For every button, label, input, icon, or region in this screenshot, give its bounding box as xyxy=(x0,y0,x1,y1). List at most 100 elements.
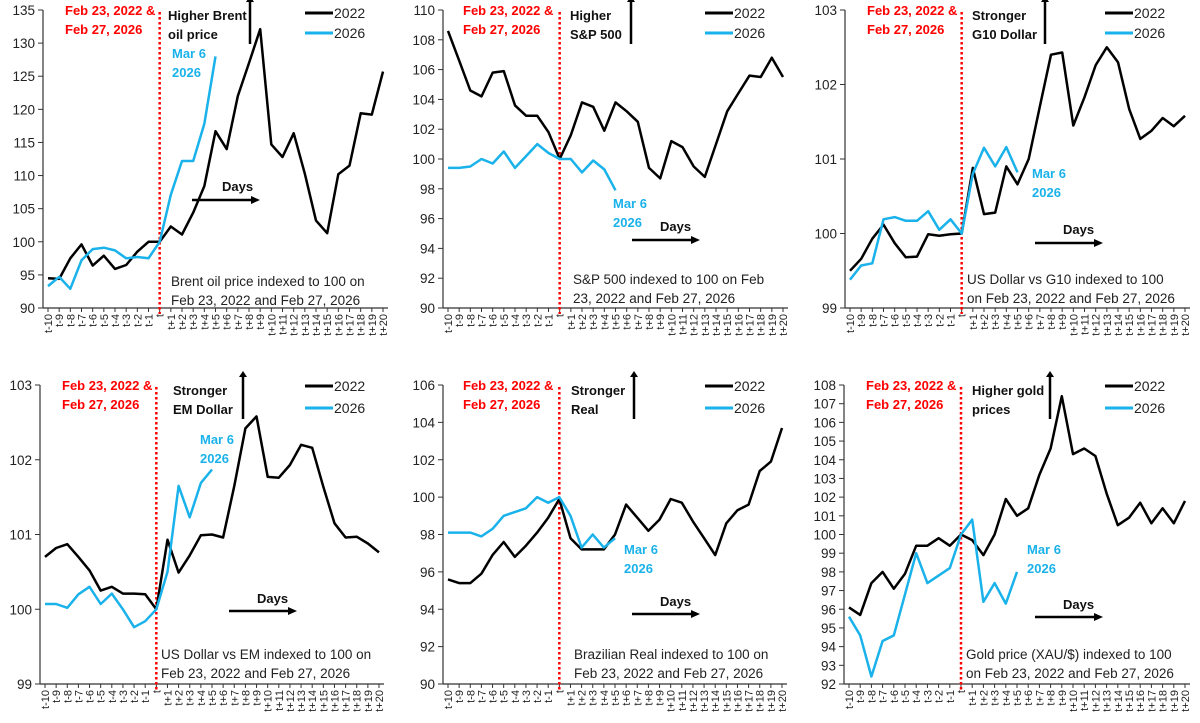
x-tick-label: t+12 xyxy=(688,690,700,712)
y-tick-label: 110 xyxy=(13,169,35,184)
y-tick-label: 100 xyxy=(813,528,836,543)
x-tick-label: t-3 xyxy=(923,314,935,327)
x-tick-label: t-2 xyxy=(532,690,544,703)
chart-note: US Dollar vs G10 indexed to 100 xyxy=(967,272,1164,287)
x-tick-label: t-10 xyxy=(443,690,455,709)
direction-label: Stronger xyxy=(571,383,625,398)
x-tick-label: t+16 xyxy=(1135,690,1147,712)
x-tick-label: t-10 xyxy=(443,314,455,333)
end-date-label: Mar 6 xyxy=(624,542,658,557)
x-tick-label: t-5 xyxy=(900,690,912,703)
x-tick-label: t-3 xyxy=(922,690,934,703)
chart-panel-1: 90 95 100 105 110 115 120 125 130 135 t-10 t-9 t-8 t-… xyxy=(0,0,400,361)
x-tick-label: t+11 xyxy=(677,690,689,711)
x-tick-label: t-4 xyxy=(110,314,122,327)
y-tick-label: 96 xyxy=(821,602,836,617)
end-date-label: Mar 6 xyxy=(613,196,647,211)
x-tick-label: t-10 xyxy=(43,314,55,333)
y-tick-label: 92 xyxy=(420,640,435,655)
x-tick-label: t-5 xyxy=(99,314,111,327)
y-tick-label: 108 xyxy=(412,33,435,48)
days-label: Days xyxy=(1063,222,1094,237)
event-date-label: Feb 27, 2026 xyxy=(463,22,540,37)
y-tick-label: 101 xyxy=(813,509,836,524)
direction-label: EM Dollar xyxy=(173,402,233,417)
x-tick-label: t+15 xyxy=(1124,690,1136,712)
chart-panel-4: 99 100 101 102 103 t-10 t-9 t-8 t-7 t-6 t-5 t-4 t-3 t… xyxy=(0,362,400,723)
x-tick-label: t-3 xyxy=(121,314,133,327)
x-tick-label: t+2 xyxy=(174,690,186,706)
direction-label: Higher Brent xyxy=(168,8,247,23)
days-label: Days xyxy=(257,591,288,606)
x-tick-label: t+5 xyxy=(610,690,622,706)
y-tick-label: 100 xyxy=(412,490,435,505)
event-date-label: Feb 23, 2022 & xyxy=(867,3,957,18)
x-tick-label: t-7 xyxy=(73,690,85,703)
y-tick-label: 95 xyxy=(20,268,35,283)
up-arrow-head-icon xyxy=(246,0,254,2)
end-date-label: Mar 6 xyxy=(1027,542,1061,557)
x-tick-label: t+1 xyxy=(967,690,979,706)
end-date-label: Mar 6 xyxy=(172,46,206,61)
legend-label: 2026 xyxy=(734,25,765,41)
legend-label: 2022 xyxy=(334,378,365,394)
x-tick-label: t+8 xyxy=(643,690,655,706)
y-tick-label: 97 xyxy=(821,584,836,599)
x-tick-label: t+15 xyxy=(1124,314,1136,336)
event-date-label: Feb 27, 2026 xyxy=(463,397,540,412)
y-tick-label: 98 xyxy=(420,182,435,197)
event-date-label: Feb 23, 2022 & xyxy=(463,3,553,18)
x-tick-label: t+14 xyxy=(311,314,323,336)
x-tick-label: t+19 xyxy=(363,690,375,712)
x-tick-label: t+8 xyxy=(244,314,256,330)
x-tick-label: t+4 xyxy=(1001,314,1013,330)
y-tick-label: 100 xyxy=(412,152,435,167)
chart-note: Feb 23, 2022 and Feb 27, 2026 xyxy=(161,666,350,681)
x-tick-label: t+7 xyxy=(633,314,645,330)
x-tick-label: t-4 xyxy=(107,690,119,703)
x-tick-label: t-3 xyxy=(521,314,533,327)
x-tick-label: t-2 xyxy=(132,314,144,327)
x-tick-label: t-4 xyxy=(911,690,923,703)
x-tick-label: t+6 xyxy=(621,690,633,706)
x-tick-label: t+19 xyxy=(367,314,379,336)
x-tick-label: t+5 xyxy=(211,314,223,330)
x-tick-label: t-6 xyxy=(88,314,100,327)
x-tick-label: t+2 xyxy=(978,690,990,706)
x-tick-label: t+7 xyxy=(1035,314,1047,330)
event-date-label: Feb 23, 2022 & xyxy=(866,378,956,393)
x-tick-label: t+2 xyxy=(177,314,189,330)
x-tick-label: t+18 xyxy=(356,314,368,336)
series-line-2026 xyxy=(448,495,616,549)
series-line-2026 xyxy=(448,142,617,191)
x-tick-label: t+1 xyxy=(565,690,577,706)
x-tick-label: t-5 xyxy=(96,690,108,703)
x-tick-label: t+16 xyxy=(329,690,341,712)
legend-label: 2022 xyxy=(1134,378,1165,394)
y-tick-label: 106 xyxy=(412,63,435,78)
x-tick-label: t+11 xyxy=(274,690,286,711)
x-tick-label: t-2 xyxy=(934,314,946,327)
x-tick-label: t+13 xyxy=(700,314,712,336)
x-tick-label: t+4 xyxy=(1001,690,1013,706)
x-tick-label: t+12 xyxy=(1091,314,1103,336)
y-tick-label: 98 xyxy=(420,528,435,543)
x-tick-label: t+9 xyxy=(252,690,264,706)
y-tick-label: 130 xyxy=(12,36,35,51)
x-tick-label: t-1 xyxy=(543,690,555,703)
x-tick-label: t+18 xyxy=(352,690,364,712)
x-tick-label: t+2 xyxy=(577,690,589,706)
x-tick-label: t+10 xyxy=(266,314,278,336)
x-tick-label: t+1 xyxy=(166,314,178,330)
x-tick-label: t xyxy=(956,690,968,693)
x-tick-label: t+10 xyxy=(263,690,275,712)
x-tick-label: t+20 xyxy=(1180,314,1192,336)
x-tick-label: t+14 xyxy=(307,690,319,712)
up-arrow-head-icon xyxy=(1046,371,1054,377)
x-tick-label: t+11 xyxy=(1079,690,1091,711)
x-tick-label: t xyxy=(554,690,566,693)
chart-note: Brent oil price indexed to 100 on xyxy=(171,274,365,289)
y-tick-label: 102 xyxy=(814,78,837,93)
x-tick-label: t+18 xyxy=(1158,690,1170,712)
y-tick-label: 106 xyxy=(412,378,435,393)
